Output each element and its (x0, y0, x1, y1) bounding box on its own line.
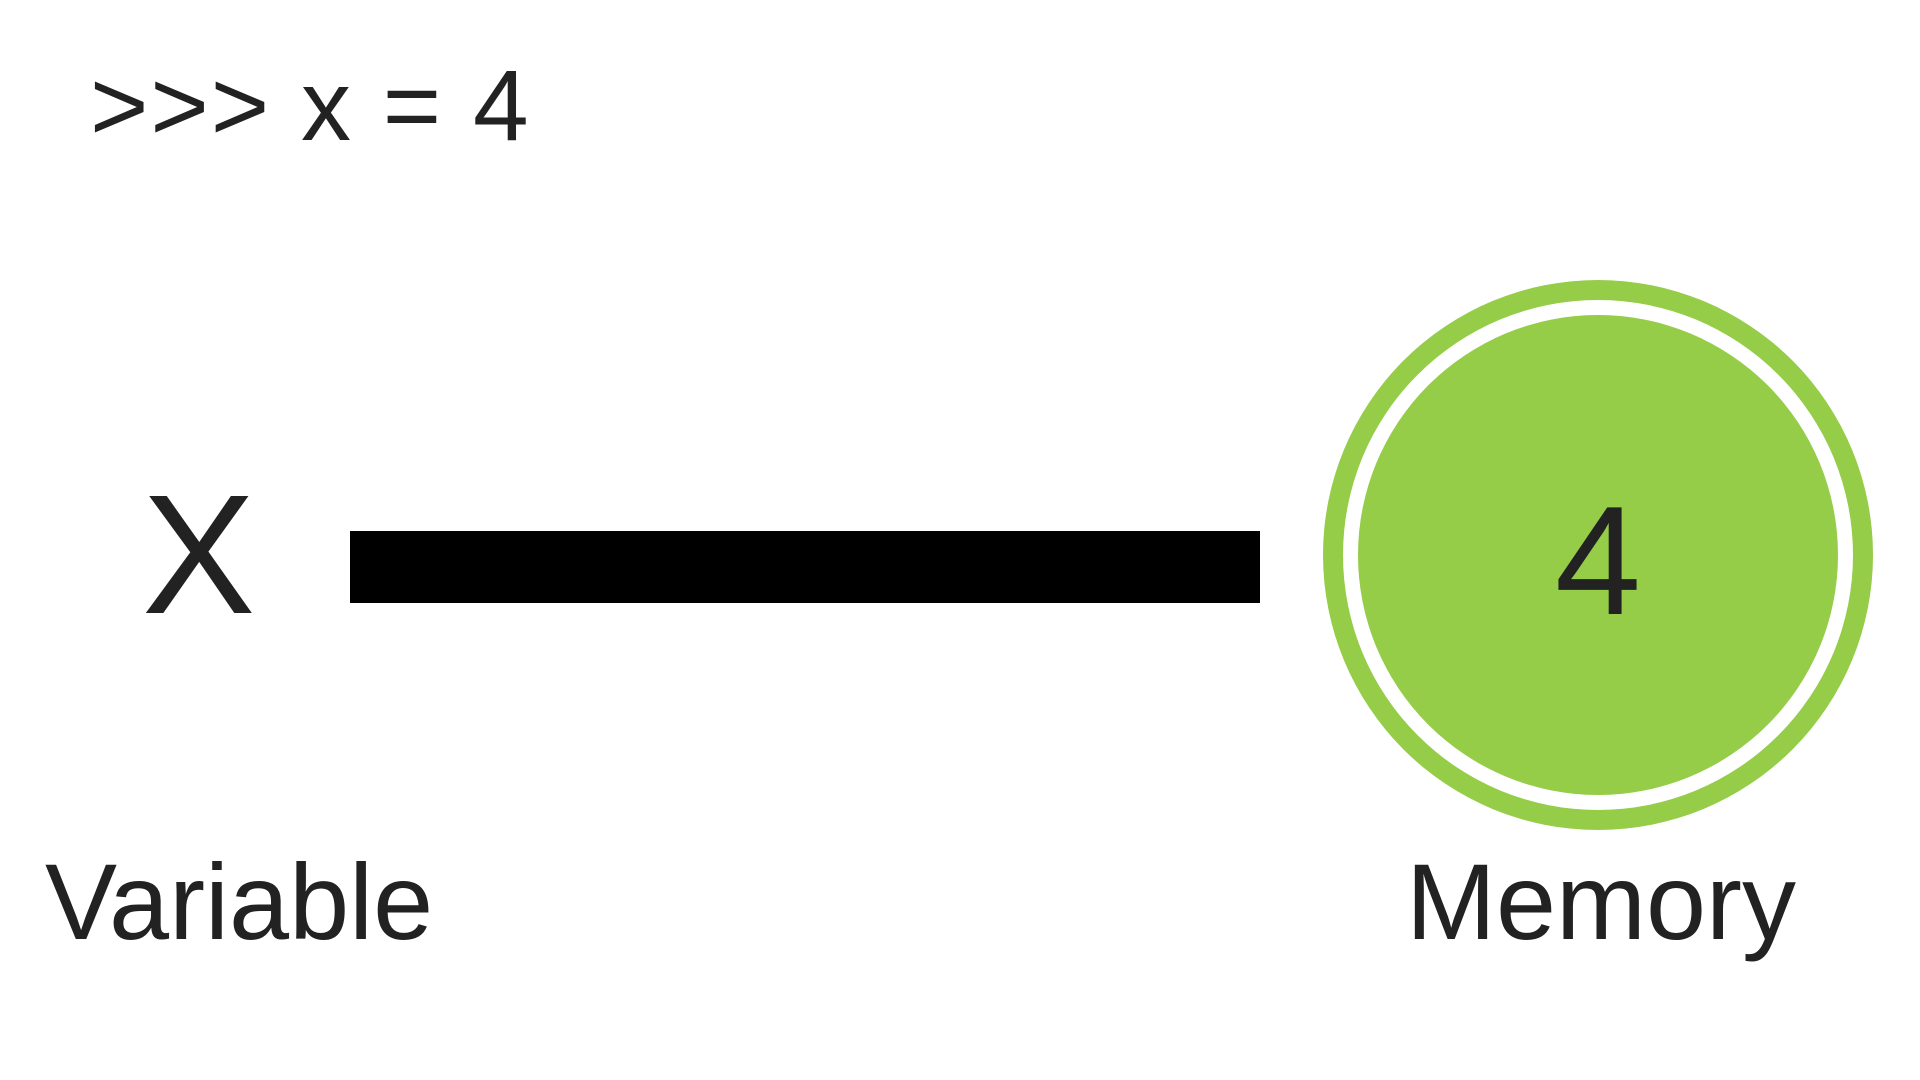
variable-name: X (142, 460, 256, 650)
memory-cell-core: 4 (1358, 315, 1838, 795)
reference-connector-bar (350, 531, 1260, 603)
code-prompt-line: >>> x = 4 (90, 50, 531, 162)
memory-caption: Memory (1406, 841, 1797, 962)
memory-value: 4 (1554, 473, 1642, 647)
memory-cell-ring: 4 (1343, 300, 1853, 810)
variable-caption: Variable (45, 841, 434, 962)
memory-cell-circle: 4 (1323, 280, 1873, 830)
